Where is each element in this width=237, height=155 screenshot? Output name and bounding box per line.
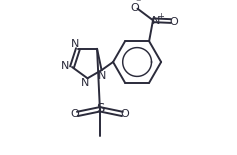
Text: O: O [169,17,178,27]
Text: N: N [71,39,79,49]
Text: N: N [98,71,107,81]
Text: N: N [152,16,160,26]
Text: N: N [60,61,69,71]
Text: O: O [70,109,79,119]
Text: N: N [81,78,89,88]
Text: +: + [157,12,164,21]
Text: O: O [130,3,139,13]
Text: O: O [121,109,130,119]
Text: ⁻: ⁻ [136,0,141,8]
Text: S: S [96,102,105,115]
